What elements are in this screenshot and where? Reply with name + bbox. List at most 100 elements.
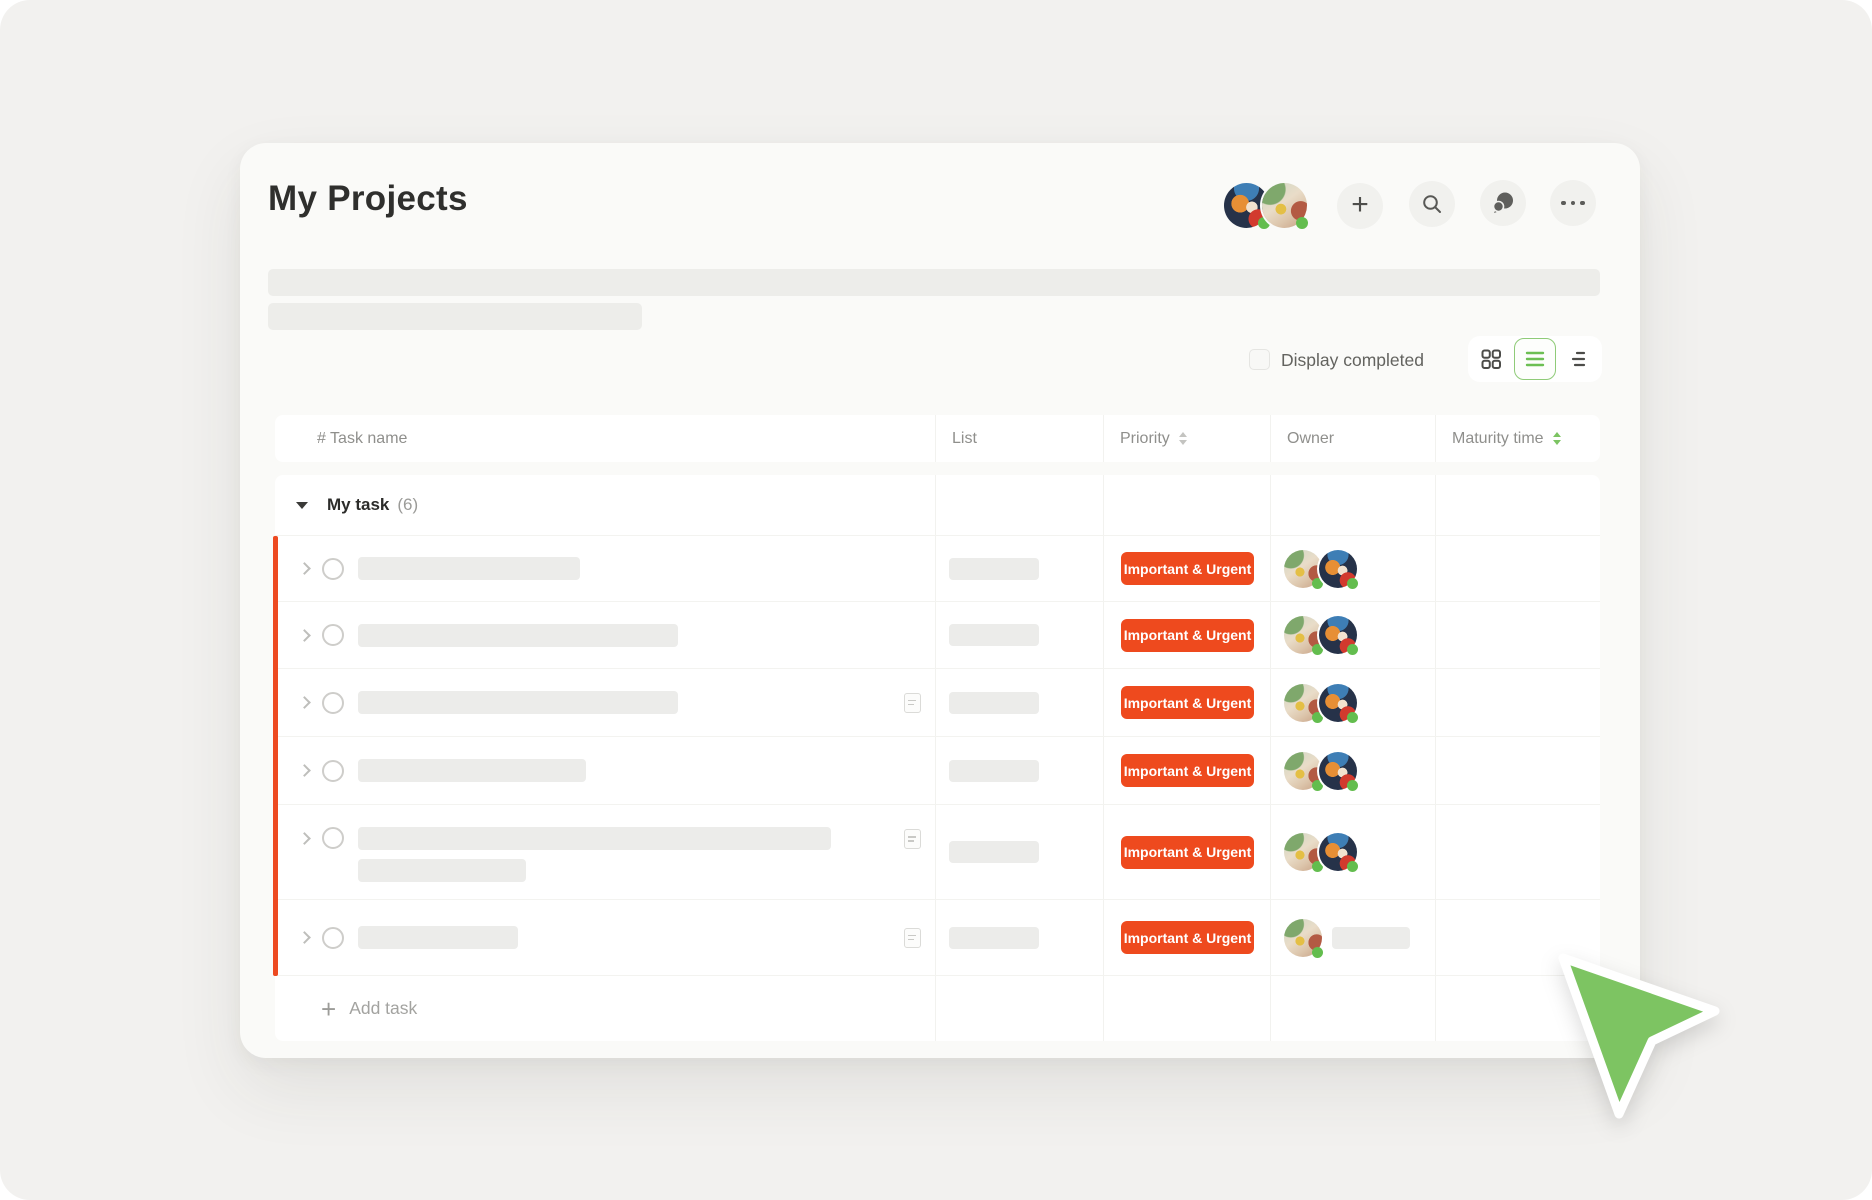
add-button[interactable]: + xyxy=(1337,183,1383,229)
task-row: Important & Urgent xyxy=(275,900,1600,976)
display-completed-label: Display completed xyxy=(1281,350,1424,370)
task-row: Important & Urgent xyxy=(275,536,1600,602)
priority-badge[interactable]: Important & Urgent xyxy=(1121,686,1254,719)
expand-chevron-icon[interactable] xyxy=(298,696,311,709)
list-view-button[interactable] xyxy=(1514,338,1556,380)
online-dot xyxy=(1312,577,1323,589)
group-accent-strip xyxy=(273,536,278,976)
table-header-row: # Task name List Priority Owner Maturity… xyxy=(275,415,1600,462)
priority-badge[interactable]: Important & Urgent xyxy=(1121,921,1254,954)
more-icon xyxy=(1561,200,1585,206)
expand-chevron-icon[interactable] xyxy=(298,562,311,575)
avatar xyxy=(1319,751,1358,791)
plus-icon: + xyxy=(321,993,337,1024)
task-complete-circle[interactable] xyxy=(322,759,344,782)
add-task-row[interactable]: + Add task xyxy=(275,976,1600,1041)
avatar xyxy=(1319,549,1358,589)
skeleton-line xyxy=(268,303,642,330)
skeleton-bar xyxy=(949,691,1039,714)
column-header-maturity-time[interactable]: Maturity time xyxy=(1435,415,1600,462)
online-dot xyxy=(1312,779,1323,791)
table-body: My task (6) Important & Urgent xyxy=(273,475,1600,1041)
group-header-row[interactable]: My task (6) xyxy=(275,475,1600,536)
online-dot xyxy=(1347,861,1358,872)
avatar xyxy=(1284,918,1323,958)
online-dot xyxy=(1312,946,1323,958)
online-dot xyxy=(1347,577,1358,589)
note-icon xyxy=(904,829,921,849)
group-count: (6) xyxy=(397,495,419,514)
tasks-table: # Task name List Priority Owner Maturity… xyxy=(273,415,1600,1041)
avatar xyxy=(1284,751,1323,791)
priority-badge[interactable]: Important & Urgent xyxy=(1121,754,1254,787)
avatar xyxy=(1319,683,1358,723)
avatar xyxy=(1284,833,1323,872)
online-dot xyxy=(1347,711,1358,723)
group-label: My task xyxy=(327,495,390,514)
owner-avatars[interactable] xyxy=(1284,683,1358,723)
owner-avatars[interactable] xyxy=(1284,918,1410,958)
task-row: Important & Urgent xyxy=(275,602,1600,669)
task-complete-circle[interactable] xyxy=(322,624,344,646)
column-header-priority[interactable]: Priority xyxy=(1103,415,1270,462)
avatar xyxy=(1284,616,1323,655)
task-complete-circle[interactable] xyxy=(322,557,344,580)
column-header-task-name: # Task name xyxy=(317,429,408,447)
view-toggle-group xyxy=(1468,336,1602,382)
display-completed-checkbox[interactable] xyxy=(1249,349,1270,370)
skeleton-bar xyxy=(949,557,1039,580)
priority-badge[interactable]: Important & Urgent xyxy=(1121,552,1254,585)
sort-arrows-icon xyxy=(1552,432,1561,445)
priority-badge[interactable]: Important & Urgent xyxy=(1121,835,1254,869)
owner-avatars[interactable] xyxy=(1284,751,1358,791)
cursor-pointer-icon xyxy=(1558,953,1720,1119)
plus-icon: + xyxy=(1351,187,1369,221)
search-button[interactable] xyxy=(1409,181,1455,227)
avatar xyxy=(1284,549,1323,589)
expand-chevron-icon[interactable] xyxy=(298,628,311,642)
skeleton-bar xyxy=(358,623,678,647)
skeleton-line xyxy=(268,269,1600,296)
search-icon xyxy=(1423,195,1441,213)
expand-chevron-icon[interactable] xyxy=(298,931,311,944)
skeleton-bar xyxy=(1332,926,1410,949)
add-task-label: Add task xyxy=(349,998,418,1018)
grid-view-button[interactable] xyxy=(1470,338,1512,380)
skeleton-bar xyxy=(358,557,580,580)
online-dot xyxy=(1347,779,1358,791)
owner-avatars[interactable] xyxy=(1284,549,1358,589)
chat-button[interactable] xyxy=(1480,180,1526,226)
online-dot xyxy=(1312,711,1323,723)
skeleton-bar xyxy=(358,926,518,949)
more-button[interactable] xyxy=(1550,180,1596,226)
grid-view-icon xyxy=(1481,349,1501,369)
skeleton-bar xyxy=(949,926,1039,949)
note-icon xyxy=(904,927,921,948)
task-complete-circle[interactable] xyxy=(322,926,344,949)
skeleton-bar xyxy=(949,841,1039,863)
avatar[interactable] xyxy=(1262,183,1308,229)
online-dot xyxy=(1312,644,1323,655)
collapse-caret-icon[interactable] xyxy=(296,501,308,509)
skeleton-bar xyxy=(358,859,526,882)
avatar[interactable] xyxy=(1224,183,1270,229)
task-row: Important & Urgent xyxy=(275,669,1600,737)
owner-avatars[interactable] xyxy=(1284,616,1358,655)
task-complete-circle[interactable] xyxy=(322,691,344,714)
column-header-list: List xyxy=(935,415,1103,462)
note-icon xyxy=(904,692,921,713)
sort-view-button[interactable] xyxy=(1558,338,1600,380)
avatar xyxy=(1319,616,1358,655)
expand-chevron-icon[interactable] xyxy=(298,764,311,777)
sort-view-icon xyxy=(1571,351,1586,367)
priority-badge[interactable]: Important & Urgent xyxy=(1121,618,1254,652)
expand-chevron-icon[interactable] xyxy=(298,832,311,845)
task-complete-circle[interactable] xyxy=(322,827,344,849)
sort-arrows-icon xyxy=(1178,432,1187,445)
task-row: Important & Urgent xyxy=(275,737,1600,805)
owner-avatars[interactable] xyxy=(1284,833,1358,872)
list-view-icon xyxy=(1525,351,1545,367)
page-title: My Projects xyxy=(268,179,468,218)
online-dot xyxy=(1296,217,1308,229)
